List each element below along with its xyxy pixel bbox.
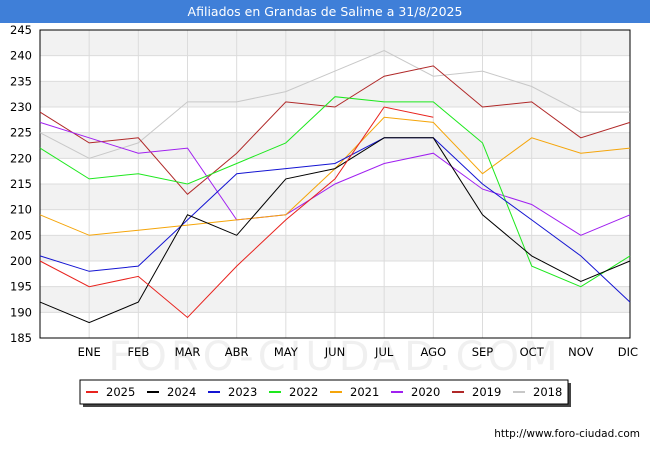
legend-label-2024: 2024 — [167, 385, 196, 399]
legend-label-2021: 2021 — [350, 385, 379, 399]
series-line-2023 — [39, 137, 631, 303]
series-line-2024 — [39, 137, 631, 324]
legend-label-2020: 2020 — [411, 385, 440, 399]
series-line-2022 — [39, 96, 631, 288]
y-tick-label: 210 — [10, 203, 32, 217]
y-tick-label: 215 — [10, 177, 32, 191]
x-tick-label: JUN — [324, 345, 345, 359]
x-tick-label: FEB — [127, 345, 149, 359]
y-tick-label: 240 — [10, 49, 32, 63]
y-axis-ticks: 185 190 195 200 205 210 215 220 225 230 235 240 245 — [10, 23, 32, 345]
y-tick-label: 245 — [10, 23, 32, 37]
x-tick-label: DIC — [618, 345, 638, 359]
y-tick-label: 230 — [10, 100, 32, 114]
x-axis-ticks: ENE FEB MAR ABR MAY JUN JUL AGO SEP OCT NOV DIC — [78, 345, 638, 359]
x-tick-label: AGO — [421, 345, 447, 359]
series-line-2025 — [39, 106, 434, 319]
legend-label-2023: 2023 — [228, 385, 257, 399]
legend-box — [79, 379, 569, 405]
series-line-2020 — [39, 121, 631, 236]
legend-label-2022: 2022 — [289, 385, 318, 399]
x-tick-label: NOV — [568, 345, 593, 359]
y-tick-label: 225 — [10, 126, 32, 140]
plot-frame — [39, 29, 631, 339]
legend-label-2025: 2025 — [106, 385, 135, 399]
chart-title: Afiliados en Grandas de Salime a 31/8/20… — [0, 0, 650, 23]
x-tick-label: MAY — [274, 345, 299, 359]
watermark: FORO-CIUDAD.COM — [108, 334, 561, 380]
x-tick-label: OCT — [520, 345, 545, 359]
y-tick-label: 235 — [10, 74, 32, 88]
x-tick-label: SEP — [472, 345, 494, 359]
legend-label-2019: 2019 — [472, 385, 501, 399]
x-tick-label: MAR — [175, 345, 201, 359]
legend-label-2018: 2018 — [533, 385, 562, 399]
x-tick-label: ABR — [225, 345, 249, 359]
x-tick-label: ENE — [78, 345, 101, 359]
y-tick-label: 220 — [10, 151, 32, 165]
series-lines — [39, 49, 631, 324]
y-tick-label: 205 — [10, 228, 32, 242]
y-tick-label: 190 — [10, 305, 32, 319]
series-line-2019 — [39, 65, 631, 195]
y-tick-label: 200 — [10, 254, 32, 268]
source-url: http://www.foro-ciudad.com — [494, 428, 640, 440]
legend: 2025 2024 2023 2022 2021 2020 2019 2018 — [79, 379, 571, 407]
series-line-2018 — [39, 49, 630, 159]
y-tick-label: 185 — [10, 331, 32, 345]
y-tick-label: 195 — [10, 280, 32, 294]
x-tick-label: JUL — [374, 345, 394, 359]
